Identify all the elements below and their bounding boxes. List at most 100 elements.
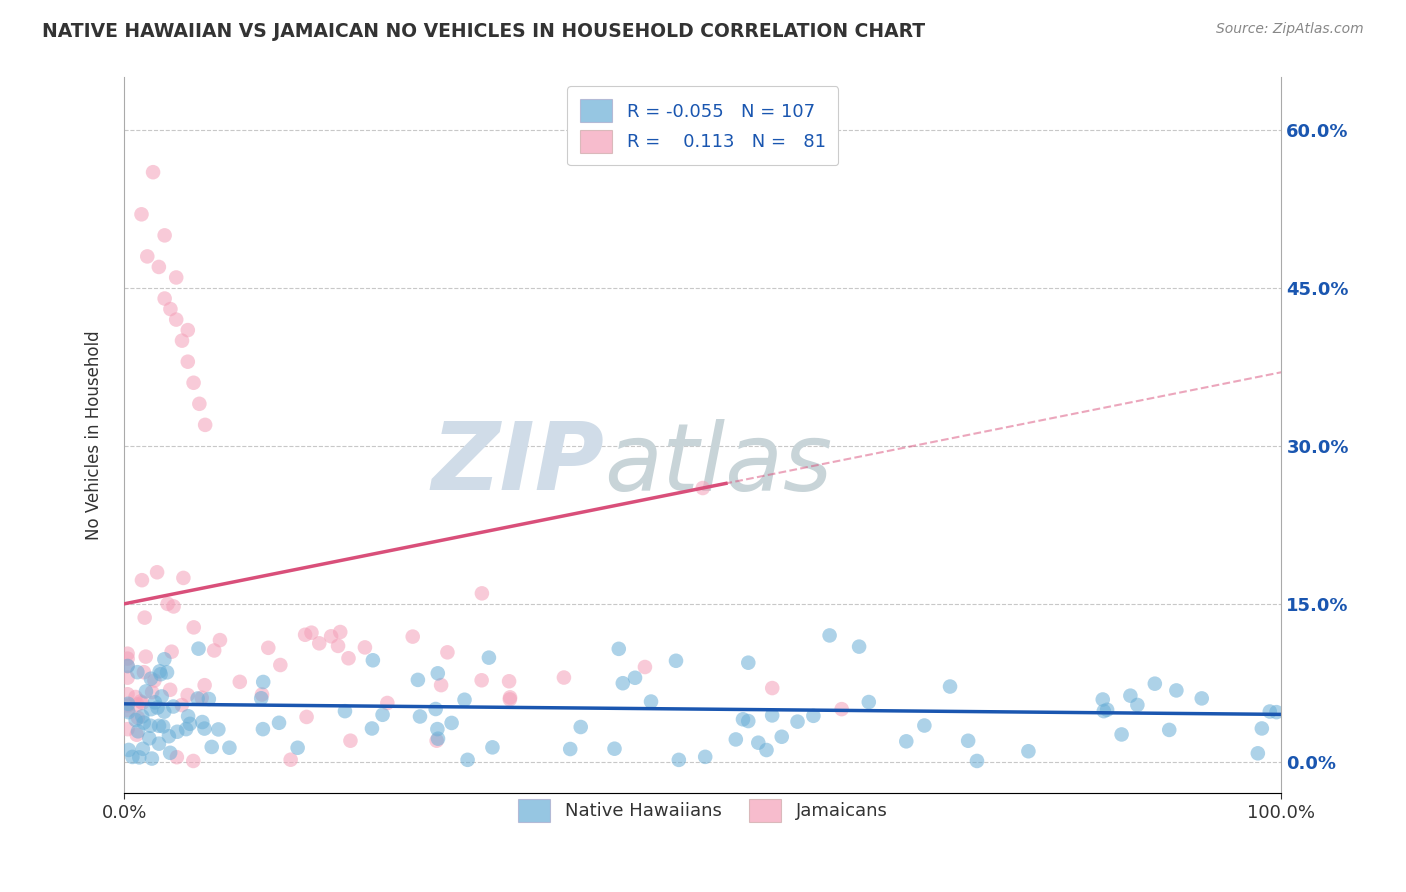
Point bbox=[287, 740, 309, 755]
Point bbox=[159, 301, 181, 316]
Point bbox=[172, 571, 194, 585]
Point bbox=[125, 728, 148, 742]
Text: ZIP: ZIP bbox=[432, 418, 605, 510]
Point bbox=[755, 743, 778, 757]
Point bbox=[1250, 722, 1272, 736]
Point bbox=[436, 645, 458, 659]
Point bbox=[1191, 691, 1213, 706]
Point bbox=[124, 713, 146, 727]
Point bbox=[1258, 705, 1281, 719]
Point bbox=[117, 722, 139, 736]
Point bbox=[188, 397, 211, 411]
Point bbox=[457, 753, 479, 767]
Point bbox=[912, 718, 935, 732]
Point bbox=[371, 707, 394, 722]
Point bbox=[294, 628, 316, 642]
Point bbox=[831, 702, 853, 716]
Point bbox=[117, 687, 139, 701]
Point bbox=[1095, 703, 1118, 717]
Point bbox=[177, 354, 200, 368]
Point bbox=[162, 599, 184, 614]
Point bbox=[634, 660, 657, 674]
Point bbox=[177, 323, 200, 337]
Point bbox=[141, 685, 163, 699]
Point bbox=[153, 292, 176, 306]
Point bbox=[1017, 744, 1039, 758]
Point bbox=[612, 676, 634, 690]
Point bbox=[194, 417, 217, 432]
Point bbox=[131, 709, 153, 723]
Point bbox=[1166, 683, 1188, 698]
Point bbox=[1126, 698, 1149, 712]
Point bbox=[177, 709, 200, 723]
Point bbox=[425, 702, 447, 716]
Point bbox=[375, 696, 398, 710]
Point bbox=[135, 649, 157, 664]
Point bbox=[409, 709, 432, 723]
Point bbox=[131, 696, 153, 710]
Point bbox=[117, 659, 139, 673]
Point bbox=[162, 699, 184, 714]
Point bbox=[132, 665, 155, 680]
Point bbox=[117, 651, 139, 665]
Point bbox=[117, 698, 139, 713]
Point bbox=[848, 640, 870, 654]
Point bbox=[148, 260, 170, 274]
Point bbox=[329, 625, 352, 640]
Text: atlas: atlas bbox=[605, 418, 832, 509]
Point bbox=[692, 481, 714, 495]
Point bbox=[153, 705, 176, 719]
Point bbox=[427, 731, 450, 746]
Point bbox=[150, 690, 173, 704]
Point bbox=[481, 740, 503, 755]
Point bbox=[131, 573, 153, 587]
Point bbox=[132, 715, 155, 730]
Point bbox=[426, 722, 449, 736]
Point bbox=[1143, 676, 1166, 690]
Point bbox=[146, 566, 169, 580]
Point bbox=[117, 703, 139, 717]
Point bbox=[724, 732, 747, 747]
Point bbox=[149, 665, 172, 679]
Point bbox=[786, 714, 808, 729]
Point bbox=[117, 705, 139, 719]
Point bbox=[166, 750, 188, 764]
Point bbox=[146, 700, 169, 714]
Point bbox=[165, 270, 187, 285]
Point bbox=[118, 743, 141, 757]
Point bbox=[252, 722, 274, 736]
Point bbox=[957, 733, 980, 747]
Point bbox=[127, 698, 149, 712]
Point bbox=[1159, 723, 1181, 737]
Point bbox=[165, 312, 187, 326]
Point bbox=[117, 659, 139, 673]
Point bbox=[148, 719, 170, 733]
Point bbox=[440, 715, 463, 730]
Point bbox=[770, 730, 793, 744]
Point bbox=[193, 722, 215, 736]
Point bbox=[141, 751, 163, 765]
Point bbox=[124, 690, 146, 704]
Point bbox=[426, 666, 449, 681]
Point bbox=[321, 629, 343, 643]
Point bbox=[149, 667, 172, 681]
Point bbox=[499, 692, 522, 706]
Point bbox=[1265, 705, 1288, 719]
Point bbox=[208, 633, 231, 648]
Point bbox=[157, 729, 180, 743]
Point bbox=[471, 586, 494, 600]
Point bbox=[896, 734, 918, 748]
Point bbox=[179, 716, 201, 731]
Point bbox=[1247, 747, 1270, 761]
Point bbox=[117, 647, 139, 661]
Point bbox=[1119, 689, 1142, 703]
Point bbox=[426, 733, 449, 747]
Point bbox=[333, 704, 356, 718]
Point bbox=[194, 678, 217, 692]
Point bbox=[301, 625, 323, 640]
Point bbox=[201, 739, 224, 754]
Point bbox=[127, 665, 149, 680]
Point bbox=[453, 692, 475, 706]
Point bbox=[156, 665, 179, 680]
Point bbox=[569, 720, 592, 734]
